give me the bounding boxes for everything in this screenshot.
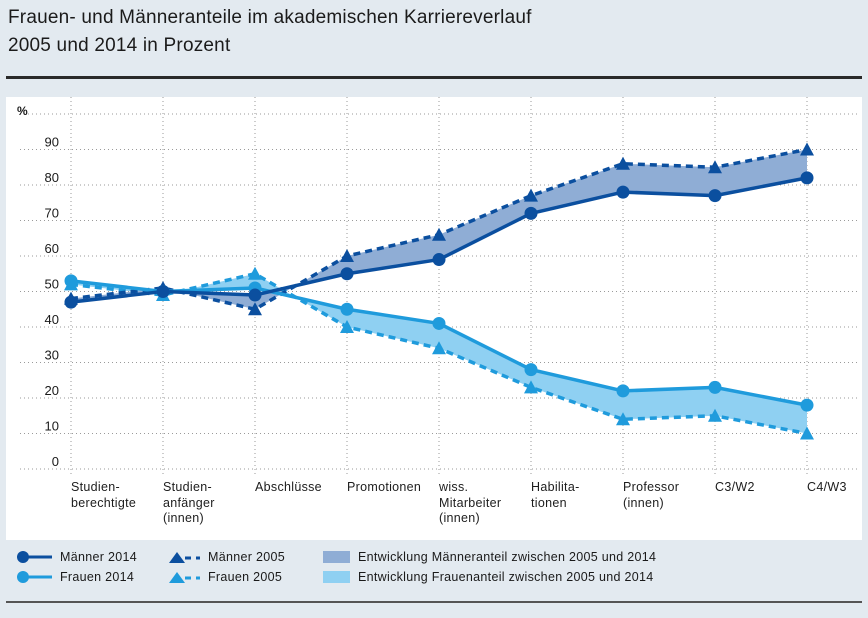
- x-tick-label: C3/W2: [715, 480, 755, 494]
- marker-maenner-2014: [156, 285, 170, 298]
- y-tick-labels: 0 10 20 30 40 50 60 70 80 90: [45, 135, 59, 470]
- y-tick-label: 90: [45, 135, 59, 150]
- chart-title-line-1: Frauen- und Männeranteile im akademische…: [8, 7, 532, 28]
- legend-item-band-maenner: Entwicklung Männeranteil zwischen 2005 u…: [323, 548, 656, 566]
- top-divider: [6, 76, 862, 79]
- y-tick-label: 0: [52, 454, 59, 469]
- y-tick-label: 80: [45, 170, 59, 185]
- marker-frauen-2014: [432, 316, 446, 330]
- marker-frauen-2005: [616, 412, 630, 426]
- marker-maenner-2005: [800, 142, 814, 156]
- chart-panel: 0 10 20 30 40 50 60 70 80 90 % Studien- berechtig…: [6, 97, 862, 540]
- marker-maenner-2014: [616, 185, 630, 199]
- x-tick-label: wiss. Mitarbeiter (innen): [439, 480, 502, 525]
- y-tick-label: 50: [45, 277, 59, 292]
- legend-triangle-dash-icon: [169, 572, 200, 583]
- legend-label: Frauen 2014: [60, 570, 135, 584]
- legend-circle-line-icon: [17, 571, 52, 583]
- legend: Männer 2014 Frauen 2014 Männer 2005 Frau…: [0, 548, 868, 588]
- marker-frauen-2005: [432, 341, 446, 355]
- legend-label: Männer 2014: [60, 550, 137, 564]
- marker-maenner-2014: [248, 288, 262, 302]
- legend-item-band-frauen: Entwicklung Frauenanteil zwischen 2005 u…: [323, 568, 654, 586]
- legend-label: Männer 2005: [208, 550, 285, 564]
- legend-item-frauen-2014: Frauen 2014: [14, 568, 134, 586]
- marker-frauen-2014: [800, 398, 814, 412]
- legend-triangle-dash-icon: [169, 552, 200, 563]
- x-tick-label: Studien- berechtigte: [71, 480, 137, 510]
- chart-title-line-2: 2005 und 2014 in Prozent: [8, 35, 231, 56]
- marker-frauen-2005: [708, 408, 722, 422]
- marker-maenner-2005: [616, 156, 630, 170]
- marker-maenner-2005: [432, 227, 446, 241]
- y-tick-label: 30: [45, 348, 59, 363]
- marker-maenner-2014: [524, 206, 538, 220]
- marker-frauen-2014: [340, 302, 354, 316]
- bottom-divider: [6, 601, 862, 603]
- marker-frauen-2005: [800, 426, 814, 440]
- y-tick-label: 40: [45, 312, 59, 327]
- marker-maenner-2014: [800, 171, 814, 185]
- marker-frauen-2014: [708, 380, 722, 394]
- x-tick-label: Promotionen: [347, 480, 422, 494]
- legend-item-maenner-2014: Männer 2014: [14, 548, 137, 566]
- marker-maenner-2014: [432, 253, 446, 267]
- legend-swatch-icon: [323, 571, 350, 583]
- marker-frauen-2014: [616, 384, 630, 398]
- line-chart: 0 10 20 30 40 50 60 70 80 90 %: [17, 97, 858, 475]
- legend-circle-line-icon: [17, 551, 52, 563]
- marker-frauen-2014: [64, 274, 78, 288]
- x-tick-label: Studien- anfänger (innen): [163, 480, 215, 525]
- x-tick-label: C4/W3: [807, 480, 847, 494]
- y-tick-label: 60: [45, 241, 59, 256]
- y-tick-label: 10: [45, 419, 59, 434]
- marker-maenner-2014: [64, 295, 78, 309]
- y-tick-label: 20: [45, 383, 59, 398]
- marker-maenner-2005: [340, 249, 354, 262]
- marker-frauen-2005: [248, 266, 262, 280]
- legend-label: Entwicklung Frauenanteil zwischen 2005 u…: [358, 570, 654, 584]
- marker-frauen-2005: [340, 320, 354, 333]
- x-tick-label: Abschlüsse: [255, 480, 322, 494]
- marker-maenner-2014: [340, 267, 354, 281]
- legend-swatch-icon: [323, 551, 350, 563]
- marker-maenner-2005: [524, 188, 538, 202]
- legend-label: Entwicklung Männeranteil zwischen 2005 u…: [358, 550, 657, 564]
- x-tick-label: Professor (innen): [623, 480, 680, 510]
- marker-maenner-2005: [708, 160, 722, 174]
- legend-item-frauen-2005: Frauen 2005: [168, 568, 282, 586]
- chart-title: Frauen- und Männeranteile im akademische…: [8, 4, 532, 60]
- x-tick-label: Habilita- tionen: [531, 480, 580, 510]
- legend-label: Frauen 2005: [208, 570, 283, 584]
- marker-maenner-2005: [248, 302, 262, 316]
- marker-frauen-2005: [524, 380, 538, 394]
- y-axis-label: %: [17, 104, 28, 118]
- marker-maenner-2014: [708, 189, 722, 203]
- series-markers: [64, 142, 814, 440]
- y-tick-label: 70: [45, 206, 59, 221]
- marker-frauen-2014: [524, 363, 538, 377]
- legend-item-maenner-2005: Männer 2005: [168, 548, 285, 566]
